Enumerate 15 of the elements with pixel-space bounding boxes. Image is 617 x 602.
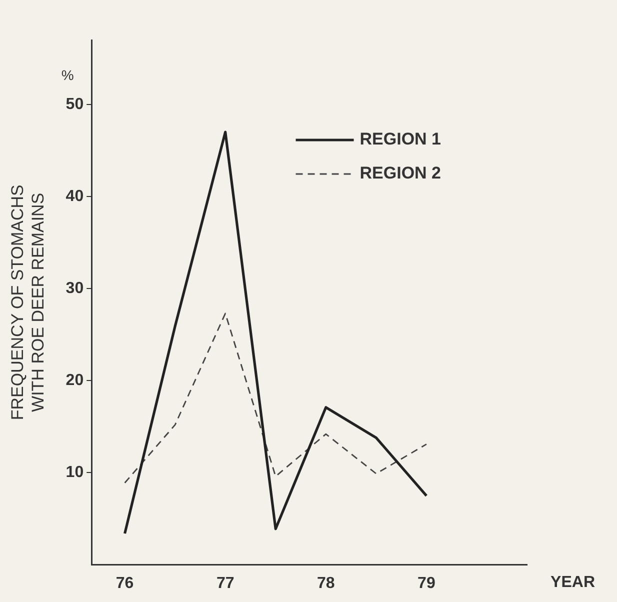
x-axis-title: YEAR — [550, 574, 596, 592]
x-tick-label: 79 — [418, 574, 436, 592]
text: % — [61, 67, 74, 83]
legend-label: REGION 1 — [360, 130, 442, 149]
x-tick-label: 76 — [116, 574, 134, 592]
y-tick-label: 50 — [66, 96, 84, 113]
y-tick-label: 10 — [66, 464, 84, 482]
x-tick-label: 77 — [216, 574, 234, 592]
y-tick-label: 20 — [66, 372, 84, 390]
y-axis-title: FREQUENCY OF STOMACHS WITH ROE DEER REMAINS — [8, 184, 48, 420]
y-tick-label: 40 — [66, 188, 84, 205]
x-tick-label: 78 — [316, 574, 335, 592]
y-tick-label: 30 — [66, 280, 84, 297]
legend-label: REGION 2 — [360, 164, 442, 183]
line-series — [124, 312, 428, 484]
